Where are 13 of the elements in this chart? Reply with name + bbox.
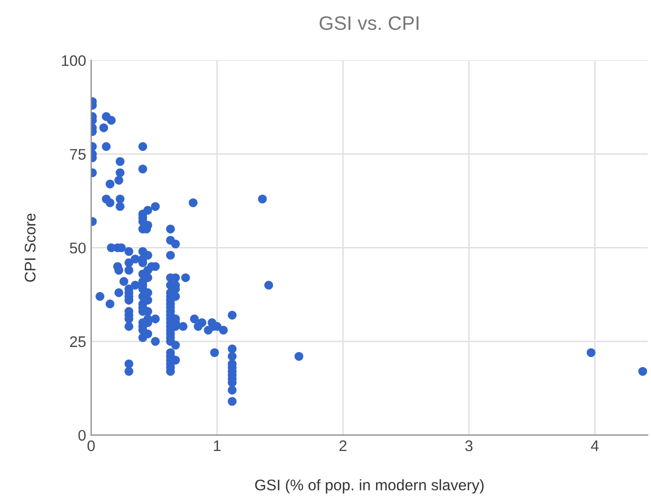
x-tick-label: 3	[465, 440, 473, 452]
y-axis-title: CPI Score	[24, 214, 36, 282]
x-tick-label: 2	[340, 440, 346, 452]
x-tick-label: 4	[590, 440, 599, 452]
y-tick-label: 75	[70, 149, 86, 160]
x-tick-label: 1	[214, 440, 221, 452]
x-tick-label: 0	[87, 440, 95, 452]
x-axis-title: GSI (% of pop. in modern slavery)	[255, 479, 484, 494]
y-tick-label: 100	[62, 55, 86, 66]
chart-title: GSI vs. CPI	[320, 16, 418, 30]
y-tick-label: 25	[70, 336, 86, 348]
y-tick-label: 50	[70, 242, 86, 254]
y-tick-label: 0	[78, 430, 86, 441]
